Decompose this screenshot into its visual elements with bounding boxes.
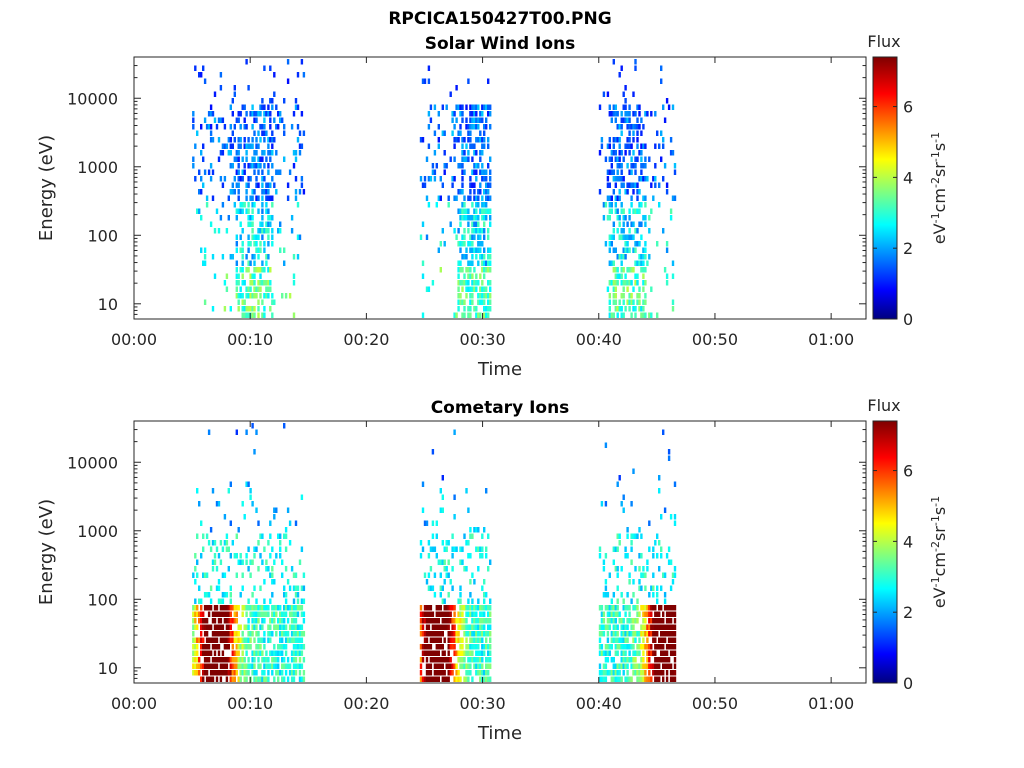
figure-title: RPCICA150427T00.PNG bbox=[388, 9, 611, 29]
colorbar-tick-label: 2 bbox=[903, 239, 913, 258]
panel-title: Solar Wind Ions bbox=[425, 34, 576, 54]
x-tick-label: 00:30 bbox=[460, 694, 506, 713]
heatmap-cells bbox=[192, 423, 677, 682]
colorbar-tick-label: 0 bbox=[903, 310, 913, 329]
unit-exponent: -1 bbox=[929, 212, 942, 223]
plot-frame bbox=[133, 56, 867, 320]
y-tick-label: 1000 bbox=[77, 522, 118, 541]
unit-exponent: -2 bbox=[929, 541, 942, 552]
colorbar-title: Flux bbox=[867, 396, 900, 415]
unit-part: sr bbox=[930, 526, 949, 541]
x-tick-label: 00:30 bbox=[460, 330, 506, 349]
colorbar-tick-label: 0 bbox=[903, 674, 913, 693]
x-tick-label: 00:00 bbox=[111, 330, 157, 349]
unit-part: cm bbox=[930, 188, 949, 212]
colorbar-unit-label: eV-1cm-2sr-1s-1 bbox=[929, 496, 950, 608]
colorbar-title: Flux bbox=[867, 32, 900, 51]
unit-part: sr bbox=[930, 162, 949, 177]
colorbar-tick-label: 2 bbox=[903, 603, 913, 622]
unit-exponent: -1 bbox=[929, 496, 942, 507]
y-axis-label: Energy (eV) bbox=[36, 499, 57, 605]
unit-part: eV bbox=[930, 587, 949, 608]
x-tick-label: 01:00 bbox=[808, 330, 854, 349]
unit-exponent: -1 bbox=[929, 151, 942, 162]
x-tick-label: 00:10 bbox=[227, 330, 273, 349]
y-tick-label: 10 bbox=[98, 659, 118, 678]
x-tick-label: 00:00 bbox=[111, 694, 157, 713]
unit-exponent: -1 bbox=[929, 515, 942, 526]
unit-part: s bbox=[930, 507, 949, 515]
unit-exponent: -1 bbox=[929, 132, 942, 143]
colorbar bbox=[872, 56, 898, 320]
unit-part: eV bbox=[930, 223, 949, 244]
x-tick-label: 00:20 bbox=[343, 330, 389, 349]
x-axis-label: Time bbox=[477, 359, 522, 380]
unit-part: cm bbox=[930, 552, 949, 576]
x-tick-label: 00:50 bbox=[692, 330, 738, 349]
y-tick-label: 10000 bbox=[67, 453, 118, 472]
x-tick-label: 01:00 bbox=[808, 694, 854, 713]
colorbar-tick-label: 4 bbox=[903, 532, 913, 551]
panel-title: Cometary Ions bbox=[431, 398, 570, 418]
y-tick-label: 1000 bbox=[77, 158, 118, 177]
unit-exponent: -2 bbox=[929, 177, 942, 188]
y-axis-label: Energy (eV) bbox=[36, 135, 57, 241]
x-tick-label: 00:10 bbox=[227, 694, 273, 713]
y-tick-label: 10 bbox=[98, 295, 118, 314]
panel-solar-wind-ions: Solar Wind Ions 00:00 00:10 00:20 00:30 00:40… bbox=[36, 32, 949, 380]
colorbar-tick-label: 6 bbox=[903, 98, 913, 117]
colorbar-tick-label: 4 bbox=[903, 168, 913, 187]
unit-exponent: -1 bbox=[929, 576, 942, 587]
x-tick-label: 00:50 bbox=[692, 694, 738, 713]
y-tick-label: 100 bbox=[87, 590, 118, 609]
y-tick-label: 100 bbox=[87, 226, 118, 245]
x-tick-label: 00:40 bbox=[576, 330, 622, 349]
unit-part: s bbox=[930, 143, 949, 151]
colorbar-unit-label: eV-1cm-2sr-1s-1 bbox=[929, 132, 950, 244]
heatmap-cells bbox=[192, 59, 677, 318]
plot-frame bbox=[133, 420, 867, 684]
y-tick-label: 10000 bbox=[67, 89, 118, 108]
colorbar bbox=[872, 420, 898, 684]
x-tick-label: 00:20 bbox=[343, 694, 389, 713]
x-tick-label: 00:40 bbox=[576, 694, 622, 713]
x-axis-label: Time bbox=[477, 723, 522, 744]
colorbar-tick-label: 6 bbox=[903, 462, 913, 481]
